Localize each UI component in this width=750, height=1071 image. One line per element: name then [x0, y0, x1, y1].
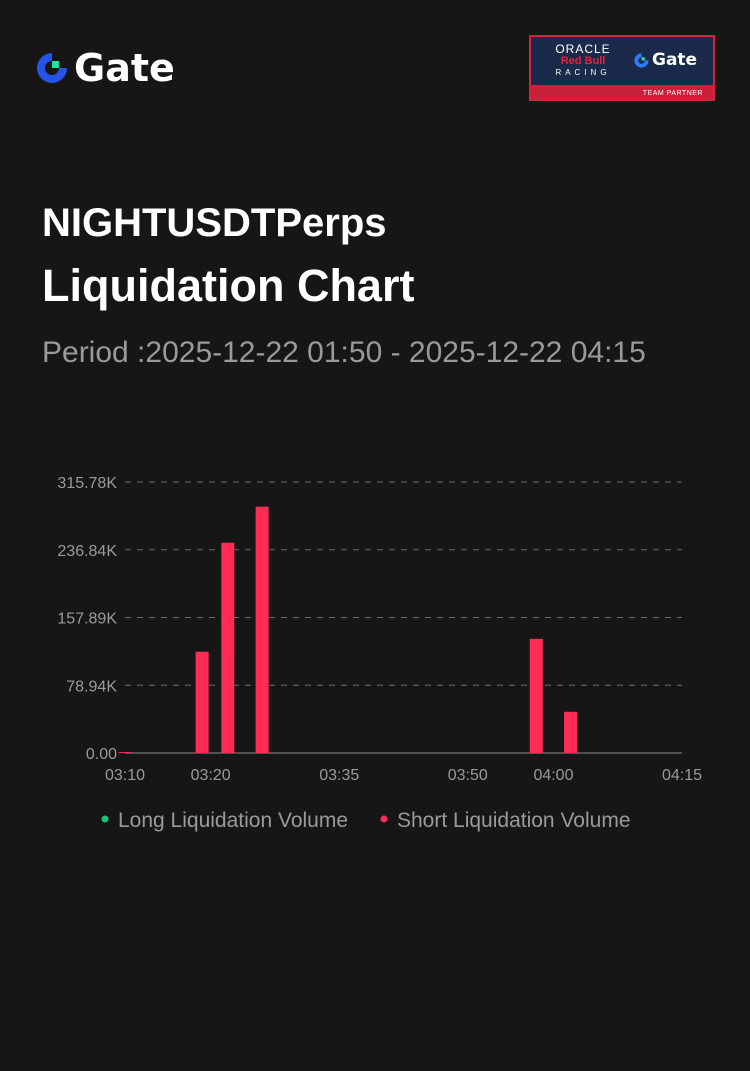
chart-title: Liquidation Chart	[42, 260, 415, 311]
oracle-text: ORACLE	[555, 42, 611, 56]
short-liquidation-bar	[118, 752, 132, 753]
x-tick-label: 03:10	[105, 767, 145, 784]
racing-text: RACING	[555, 68, 611, 77]
short-liquidation-bar	[221, 542, 235, 753]
legend-short-label: Short Liquidation Volume	[397, 809, 631, 832]
x-tick-label: 03:20	[191, 767, 231, 784]
short-liquidation-bar	[564, 711, 578, 753]
gate-small-logo-icon	[634, 52, 649, 68]
legend-long-label: Long Liquidation Volume	[118, 809, 348, 832]
x-tick-label: 04:00	[533, 767, 573, 784]
x-tick-label: 03:50	[448, 767, 488, 784]
short-liquidation-bar	[529, 638, 543, 753]
team-partner-badge: ORACLE Red Bull RACING Gate TEAM PARTNER	[529, 35, 715, 101]
gate-logo: Gate	[34, 48, 175, 88]
partner-band	[531, 85, 713, 99]
liquidation-chart: 0.00 78.94K 157.89K 236.84K 315.78K 03:10 03:2…	[57, 475, 702, 832]
legend-long-dot	[101, 815, 109, 823]
symbol-title: NIGHTUSDTPerps	[42, 201, 387, 245]
gate-logo-icon	[37, 53, 67, 83]
short-liquidation-bar	[195, 651, 209, 753]
partner-gate-text: Gate	[652, 50, 698, 70]
y-tick-label: 236.84K	[57, 543, 117, 560]
team-partner-label: TEAM PARTNER	[642, 90, 703, 97]
short-liquidation-bar	[255, 506, 269, 753]
brand-name: Gate	[74, 46, 175, 90]
redbull-text: Red Bull	[560, 55, 606, 67]
x-tick-label: 04:15	[662, 767, 702, 784]
legend-short-dot	[380, 815, 388, 823]
y-tick-label: 0.00	[86, 746, 117, 763]
y-tick-label: 157.89K	[57, 611, 117, 628]
period-text: Period :2025-12-22 01:50 - 2025-12-22 04…	[42, 336, 646, 369]
x-tick-label: 03:35	[319, 767, 359, 784]
y-tick-label: 315.78K	[57, 475, 117, 492]
y-tick-label: 78.94K	[66, 678, 117, 695]
